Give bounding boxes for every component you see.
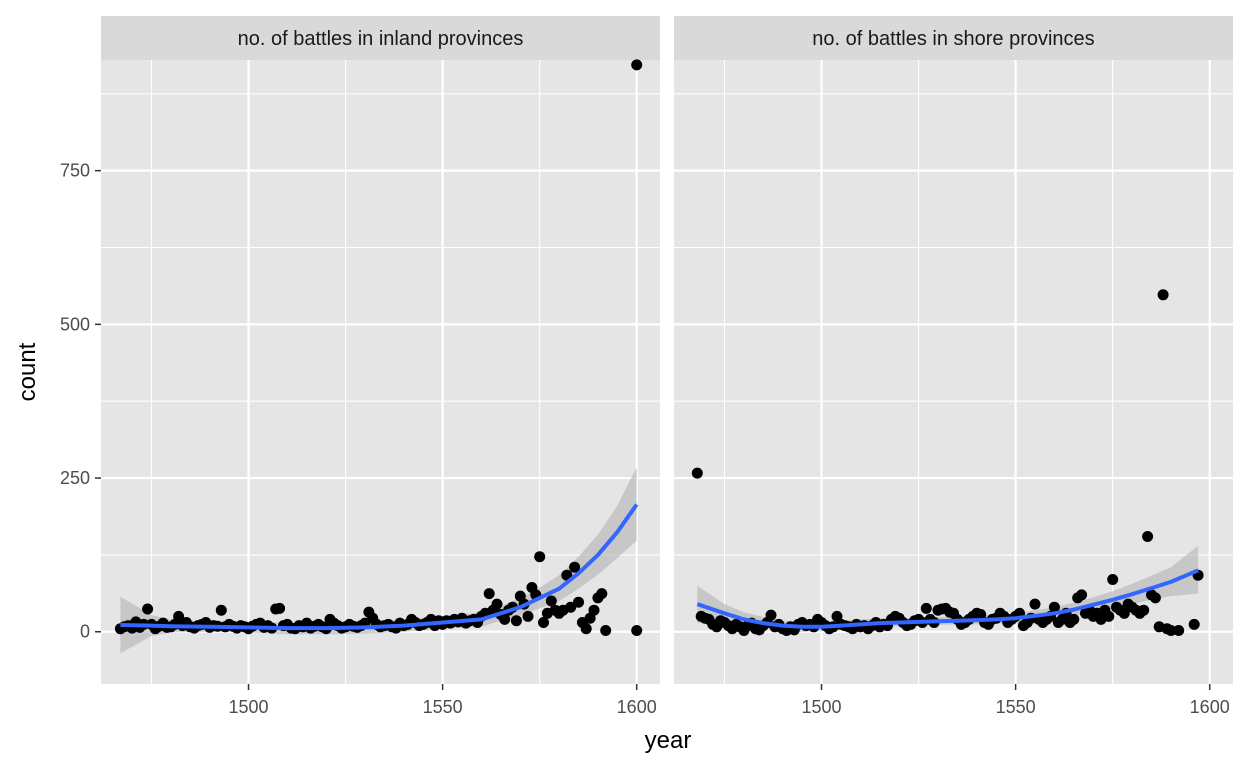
panel-strip [101,16,660,60]
data-point [573,596,584,608]
panel-background [674,60,1233,684]
data-point [1157,289,1169,301]
data-point [1142,531,1154,542]
data-point [580,623,592,635]
data-point [569,561,581,573]
x-tick-label: 1550 [996,697,1036,717]
data-point [499,613,511,625]
data-point [920,602,932,614]
data-point [491,598,503,610]
x-tick-label: 1550 [423,697,463,717]
data-point [1165,625,1177,636]
panels-layer: no. of battles in inland provinces 1500 15… [60,16,1233,717]
x-tick-label: 1500 [228,697,268,717]
data-point [1029,598,1041,610]
panel-strip-title: no. of battles in inland provinces [238,28,524,50]
data-point [483,588,495,600]
data-point [522,610,534,622]
x-tick-label: 1500 [801,697,841,717]
data-point [1173,625,1185,636]
y-tick-label: 0 [80,622,90,642]
data-point [1118,607,1130,619]
data-point [545,595,557,607]
smooth-line [120,503,639,631]
y-tick-label: 750 [60,161,90,181]
y-tick-label: 500 [60,314,90,334]
data-point [173,610,185,622]
panel-background [101,60,660,684]
data-point [600,625,612,636]
data-point [691,467,703,479]
y-tick-label: 250 [60,468,90,488]
smooth-line [696,568,1199,629]
data-point [765,609,777,621]
data-point [596,588,608,600]
x-tick-label: 1600 [1190,697,1230,717]
x-tick-label: 1600 [617,697,657,717]
data-point [1138,604,1150,616]
data-point [534,551,546,563]
data-point [1048,601,1060,613]
data-point [631,625,643,636]
data-point [215,604,227,616]
panel-strip [674,16,1233,60]
data-point [1103,610,1115,622]
data-point [538,617,549,628]
data-point [565,601,577,613]
y-axis-title: count [14,342,41,401]
panel-inland: no. of battles in inland provinces 1500 15… [60,16,660,717]
data-point [1107,574,1119,585]
panel-shore: no. of battles in shore provinces 1500 155… [674,16,1233,717]
data-point [1188,618,1200,630]
data-point [1149,592,1161,604]
data-point [510,615,522,627]
x-axis-title: year [645,727,692,754]
data-point [274,602,286,614]
data-point [142,603,154,615]
data-point [1076,589,1088,601]
data-point [631,59,643,71]
panel-strip-title: no. of battles in shore provinces [812,28,1094,50]
data-point [588,604,600,616]
data-point [1068,613,1080,625]
